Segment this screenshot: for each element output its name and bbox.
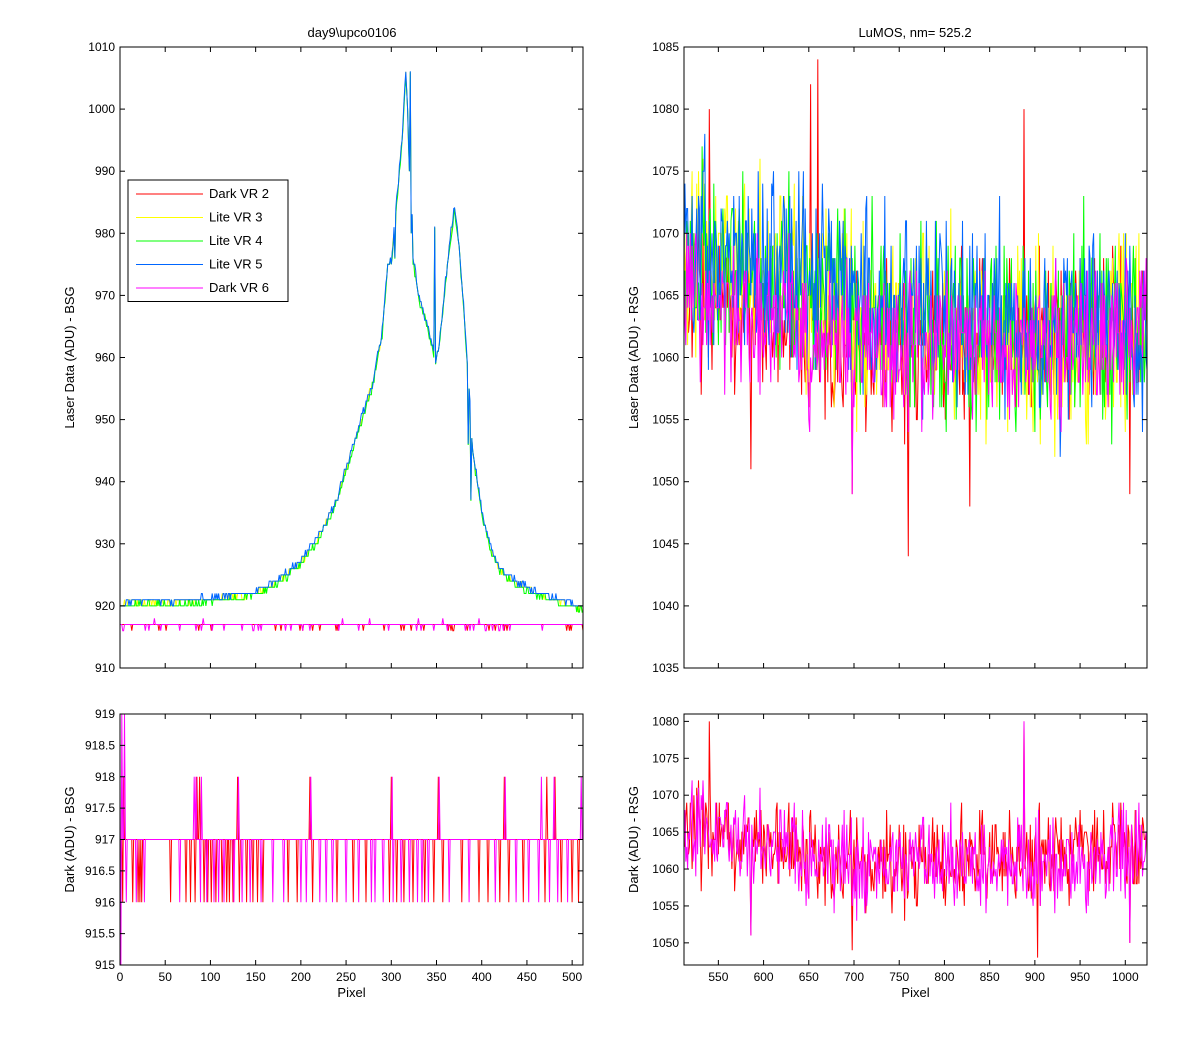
y-tick-label: 918.5 xyxy=(85,738,115,752)
x-tick-label: 350 xyxy=(426,970,446,984)
panel-dark-rsg: 550 600 650 700 750 800 850 900 950 1000 1050 1055 1… xyxy=(626,713,1148,1000)
y-tick-label: 1065 xyxy=(652,288,679,302)
plot-area xyxy=(120,47,583,668)
y-tick-label: 940 xyxy=(95,475,115,489)
y-axis-label: Dark (ADU) - BSG xyxy=(62,786,77,892)
y-tick-label: 920 xyxy=(95,599,115,613)
x-tick-label: 500 xyxy=(562,970,582,984)
x-tick-label: 700 xyxy=(844,970,864,984)
y-tick-label: 1050 xyxy=(652,936,679,950)
series-line-dark-vr-6 xyxy=(684,233,1147,495)
y-tick-label: 1080 xyxy=(652,714,679,728)
legend: Dark VR 2 Lite VR 3 Lite VR 4 Lite VR 5 Dark… xyxy=(127,179,289,302)
x-tick-label: 250 xyxy=(336,970,356,984)
series-line-lite-vr-5 xyxy=(120,71,583,607)
x-tick-label: 850 xyxy=(980,970,1000,984)
legend-entry: Lite VR 3 xyxy=(209,210,262,225)
x-tick-label: 650 xyxy=(799,970,819,984)
y-tick-label: 916.5 xyxy=(85,864,115,878)
y-tick-label: 919 xyxy=(95,707,115,721)
x-tick-label: 900 xyxy=(1025,970,1045,984)
x-tick-label: 800 xyxy=(934,970,954,984)
y-tick-label: 1010 xyxy=(88,40,115,54)
x-tick-label: 450 xyxy=(517,970,537,984)
x-tick-label: 1000 xyxy=(1112,970,1139,984)
y-tick-label: 1055 xyxy=(652,899,679,913)
x-tick-label: 50 xyxy=(159,970,173,984)
y-tick-label: 1065 xyxy=(652,825,679,839)
x-tick-label: 550 xyxy=(708,970,728,984)
x-tick-label: 100 xyxy=(200,970,220,984)
y-axis-label: Dark (ADU) - RSG xyxy=(626,786,641,893)
x-tick-label: 0 xyxy=(117,970,124,984)
panel-dark-bsg: 0 50 100 150 200 250 300 350 400 450 500 915 915.5 91… xyxy=(62,707,584,1000)
series-line-dark-vr-6 xyxy=(684,721,1147,943)
x-tick-label: 750 xyxy=(889,970,909,984)
y-tick-label: 917 xyxy=(95,833,115,847)
y-tick-label: 917.5 xyxy=(85,801,115,815)
left-panel-title: day9\upco0106 xyxy=(308,25,397,40)
y-tick-label: 950 xyxy=(95,413,115,427)
x-tick-label: 200 xyxy=(291,970,311,984)
y-tick-label: 1075 xyxy=(652,751,679,765)
y-tick-label: 915 xyxy=(95,958,115,972)
y-tick-label: 915.5 xyxy=(85,927,115,941)
x-axis-label: Pixel xyxy=(337,985,365,1000)
x-tick-label: 300 xyxy=(381,970,401,984)
y-tick-label: 1035 xyxy=(652,661,679,675)
y-tick-label: 1070 xyxy=(652,226,679,240)
x-tick-label: 950 xyxy=(1070,970,1090,984)
y-tick-label: 970 xyxy=(95,288,115,302)
y-tick-label: 930 xyxy=(95,537,115,551)
y-tick-label: 960 xyxy=(95,351,115,365)
y-tick-label: 916 xyxy=(95,895,115,909)
y-tick-label: 1000 xyxy=(88,102,115,116)
y-tick-label: 1045 xyxy=(652,537,679,551)
y-tick-label: 1055 xyxy=(652,413,679,427)
y-tick-label: 980 xyxy=(95,226,115,240)
panel-laser-bsg: 910 920 930 940 950 960 970 980 990 1000 1010 Laser… xyxy=(62,40,584,675)
legend-entry: Lite VR 4 xyxy=(209,233,262,248)
right-panel-title: LuMOS, nm= 525.2 xyxy=(858,25,971,40)
y-tick-label: 1080 xyxy=(652,102,679,116)
y-tick-label: 1070 xyxy=(652,788,679,802)
y-tick-label: 1060 xyxy=(652,862,679,876)
y-tick-label: 910 xyxy=(95,661,115,675)
y-tick-label: 990 xyxy=(95,164,115,178)
legend-entry: Dark VR 6 xyxy=(209,280,269,295)
axes-frame xyxy=(683,713,1148,966)
x-tick-label: 150 xyxy=(246,970,266,984)
legend-entry: Dark VR 2 xyxy=(209,186,269,201)
x-axis-label: Pixel xyxy=(901,985,929,1000)
y-tick-label: 1040 xyxy=(652,599,679,613)
y-tick-label: 1075 xyxy=(652,164,679,178)
y-tick-label: 1050 xyxy=(652,475,679,489)
panel-laser-rsg: 1035 1040 1045 1050 1055 1060 1065 1070 1075 1080… xyxy=(626,40,1148,675)
x-tick-label: 600 xyxy=(754,970,774,984)
x-tick-label: 400 xyxy=(472,970,492,984)
y-tick-label: 1085 xyxy=(652,40,679,54)
y-tick-label: 1060 xyxy=(652,351,679,365)
legend-entry: Lite VR 5 xyxy=(209,257,262,272)
y-axis-label: Laser Data (ADU) - RSG xyxy=(626,286,641,429)
y-tick-label: 918 xyxy=(95,770,115,784)
y-axis-label: Laser Data (ADU) - BSG xyxy=(62,286,77,428)
series-line-dark-vr-6 xyxy=(120,618,583,632)
series-line-dark-vr-6 xyxy=(120,714,583,965)
